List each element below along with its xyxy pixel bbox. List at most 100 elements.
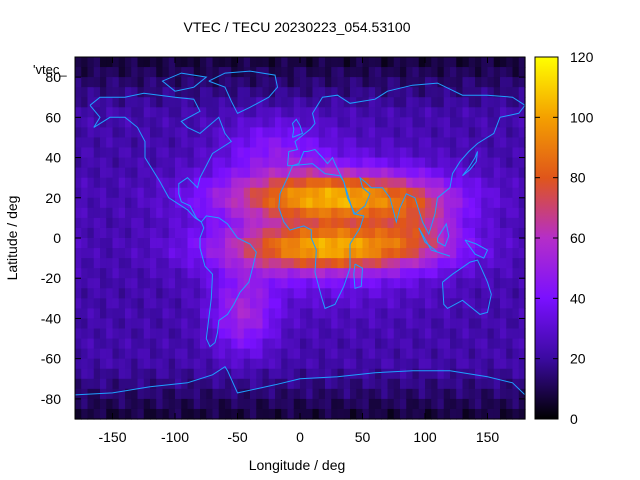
heatmap-cell xyxy=(368,278,376,289)
heatmap-cell xyxy=(262,167,270,179)
heatmap-cell xyxy=(431,358,439,370)
heatmap-cell xyxy=(456,248,464,259)
heatmap-cell xyxy=(462,57,470,68)
heatmap-cell xyxy=(181,227,189,239)
heatmap-cell xyxy=(275,278,282,289)
heatmap-cell xyxy=(225,77,232,88)
heatmap-cell xyxy=(193,248,201,259)
heatmap-cell xyxy=(325,177,332,189)
heatmap-cell xyxy=(487,87,495,98)
heatmap-cell xyxy=(100,408,107,420)
heatmap-cell xyxy=(287,248,295,259)
heatmap-cell xyxy=(318,368,326,380)
heatmap-cell xyxy=(193,378,201,390)
heatmap-cell xyxy=(181,177,189,189)
heatmap-cell xyxy=(125,147,132,159)
heatmap-cell xyxy=(162,348,170,360)
heatmap-cell xyxy=(287,67,295,78)
colorbar-tick-label: 0 xyxy=(570,411,578,427)
heatmap-cell xyxy=(206,258,214,269)
heatmap-cell xyxy=(112,197,120,209)
heatmap-cell xyxy=(293,67,301,78)
heatmap-cell xyxy=(343,217,351,229)
heatmap-cell xyxy=(362,278,370,289)
heatmap-cell xyxy=(475,398,482,410)
heatmap-cell xyxy=(250,217,257,229)
heatmap-cell xyxy=(262,227,270,239)
heatmap-cell xyxy=(312,57,320,68)
heatmap-cell xyxy=(137,67,145,78)
heatmap-cell xyxy=(506,368,514,380)
heatmap-cell xyxy=(487,308,495,320)
heatmap-cell xyxy=(175,207,182,219)
x-tick-label: -100 xyxy=(161,429,189,445)
heatmap-cell xyxy=(487,338,495,350)
heatmap-cell xyxy=(75,167,82,179)
heatmap-cell xyxy=(512,187,520,199)
heatmap-cell xyxy=(406,87,414,98)
heatmap-cell xyxy=(331,358,339,370)
heatmap-cell xyxy=(331,398,339,410)
heatmap-cell xyxy=(175,408,182,420)
heatmap-cell xyxy=(475,238,482,249)
heatmap-cell xyxy=(93,127,101,139)
heatmap-cell xyxy=(137,388,145,400)
heatmap-cell xyxy=(100,328,107,340)
heatmap-cell xyxy=(381,57,389,68)
heatmap-cell xyxy=(93,167,101,179)
heatmap-cell xyxy=(500,147,507,159)
heatmap-cell xyxy=(125,207,132,219)
heatmap-cell xyxy=(418,378,426,390)
heatmap-cell xyxy=(318,117,326,128)
heatmap-cell xyxy=(493,177,501,189)
heatmap-cell xyxy=(437,87,445,98)
heatmap-cell xyxy=(237,268,245,279)
heatmap-cell xyxy=(243,328,251,340)
heatmap-cell xyxy=(375,117,382,128)
heatmap-cell xyxy=(306,378,314,390)
heatmap-cell xyxy=(162,258,170,269)
heatmap-cell xyxy=(250,67,257,78)
heatmap-cell xyxy=(443,298,451,309)
heatmap-cell xyxy=(218,147,226,159)
heatmap-cell xyxy=(443,238,451,249)
heatmap-cell xyxy=(412,258,420,269)
heatmap-cell xyxy=(218,298,226,309)
heatmap-cell xyxy=(175,258,182,269)
heatmap-cell xyxy=(237,187,245,199)
heatmap-cell xyxy=(212,288,220,299)
heatmap-cell xyxy=(162,318,170,330)
heatmap-cell xyxy=(187,187,195,199)
heatmap-cell xyxy=(218,107,226,118)
heatmap-cell xyxy=(81,227,89,239)
heatmap-cell xyxy=(350,157,357,169)
heatmap-cell xyxy=(462,127,470,139)
heatmap-cell xyxy=(481,97,489,108)
heatmap-cell xyxy=(231,408,239,420)
heatmap-cell xyxy=(262,258,270,269)
heatmap-cell xyxy=(306,288,314,299)
heatmap-cell xyxy=(450,197,457,209)
heatmap-cell xyxy=(81,167,89,179)
heatmap-cell xyxy=(437,117,445,128)
heatmap-cell xyxy=(200,107,207,118)
heatmap-cell xyxy=(506,238,514,249)
heatmap-cell xyxy=(200,398,207,410)
heatmap-cell xyxy=(87,107,95,118)
heatmap-cell xyxy=(437,398,445,410)
heatmap-cell xyxy=(393,318,401,330)
heatmap-cell xyxy=(206,167,214,179)
heatmap-cell xyxy=(387,147,395,159)
heatmap-cell xyxy=(350,167,357,179)
heatmap-cell xyxy=(487,227,495,239)
heatmap-cell xyxy=(456,338,464,350)
heatmap-cell xyxy=(325,117,332,128)
heatmap-cell xyxy=(206,227,214,239)
heatmap-cell xyxy=(187,388,195,400)
heatmap-cell xyxy=(462,87,470,98)
heatmap-cell xyxy=(325,288,332,299)
heatmap-cell xyxy=(100,378,107,390)
heatmap-cell xyxy=(350,127,357,139)
heatmap-cell xyxy=(237,248,245,259)
